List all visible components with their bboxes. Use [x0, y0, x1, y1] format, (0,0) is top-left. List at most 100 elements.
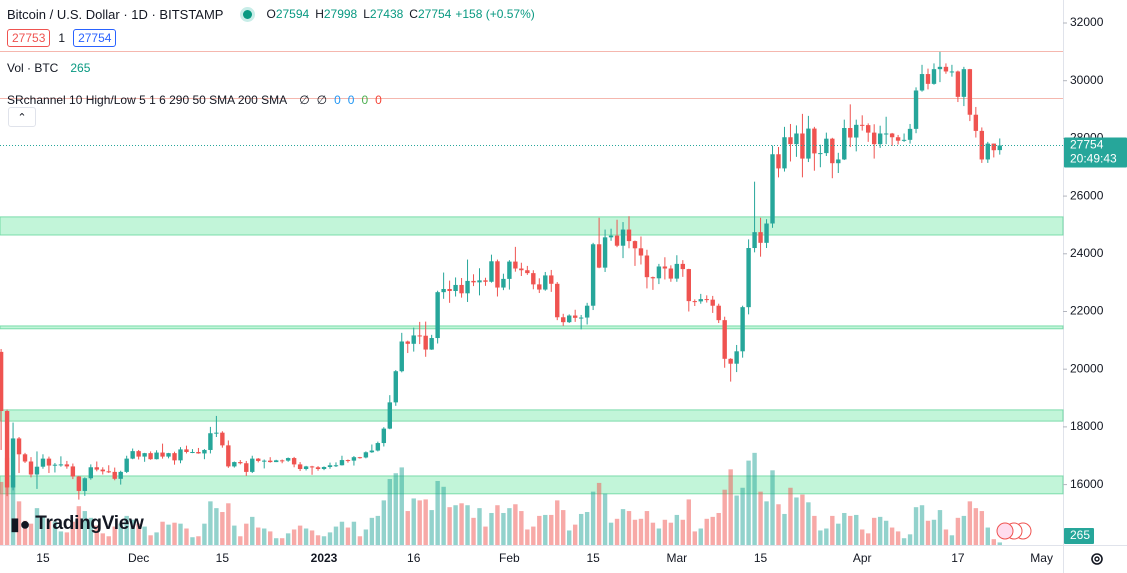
volume-bar	[46, 519, 52, 545]
indicator-value: 265	[70, 61, 91, 75]
candle-body	[130, 451, 135, 459]
candle-body	[399, 341, 404, 372]
event-icon	[996, 522, 1014, 540]
symbol-title[interactable]: Bitcoin / U.S. Dollar · 1D · BITSTAMP	[7, 6, 224, 22]
candle-body	[0, 351, 4, 412]
candle-body	[943, 66, 949, 72]
volume-bar	[273, 538, 279, 545]
volume-bar	[88, 517, 93, 545]
volume-bar	[190, 537, 195, 545]
candle-body	[351, 457, 357, 461]
candle-body	[489, 261, 494, 282]
candle-body	[525, 270, 530, 274]
volume-bar	[303, 528, 309, 545]
candle-body	[704, 299, 709, 301]
volume-bar	[567, 530, 572, 545]
candle-body	[333, 465, 339, 467]
volume-bar	[961, 515, 967, 545]
candle-body	[339, 460, 345, 466]
candle-body	[997, 145, 1002, 151]
volume-bar	[788, 487, 793, 545]
market-status[interactable]	[243, 9, 253, 19]
candle-body	[614, 235, 620, 246]
volume-bar	[214, 508, 219, 545]
volume-bar	[602, 493, 608, 545]
volume-bar	[465, 505, 470, 545]
collapse-button[interactable]: ⌃	[8, 107, 36, 127]
volume-bars	[0, 452, 1002, 545]
candle-body	[447, 288, 452, 292]
volume-bar	[136, 523, 141, 545]
volume-bar	[818, 530, 823, 545]
volume-bar	[363, 529, 369, 545]
volume-bar	[895, 531, 901, 545]
volume-bar	[333, 526, 339, 545]
y-tick-label: 16000	[1070, 477, 1104, 491]
volume-bar	[411, 498, 416, 545]
candle-body	[883, 133, 889, 135]
sr-zone	[0, 409, 1064, 422]
volume-bar	[345, 527, 351, 545]
candle-body	[465, 280, 470, 294]
indicator-value: ∅	[316, 93, 328, 107]
candle-body	[250, 458, 255, 472]
candle-body	[848, 128, 853, 138]
volume-bar	[596, 482, 602, 545]
y-tick-label: 32000	[1070, 15, 1104, 29]
settings-icon[interactable]	[1091, 553, 1103, 565]
candle-body	[734, 351, 739, 364]
volume-bar	[716, 512, 721, 545]
gear	[1091, 553, 1103, 565]
volume-bar	[232, 525, 237, 545]
volume-bar	[543, 514, 548, 545]
sr-zone	[0, 325, 1064, 330]
candle-body	[64, 464, 70, 467]
candle-body	[220, 432, 225, 446]
volume-bar	[369, 517, 375, 545]
volume-bar	[142, 526, 147, 545]
y-tick-label: 24000	[1070, 246, 1104, 260]
candle-body	[537, 284, 542, 290]
candle-body	[800, 133, 805, 159]
candle-body	[572, 315, 578, 318]
candle-body	[285, 458, 291, 461]
volume-bar	[561, 510, 566, 545]
candle-body	[895, 137, 901, 141]
logo-text: TradingView	[35, 513, 144, 534]
volume-bar	[782, 513, 787, 545]
x-tick-label: Apr	[853, 551, 872, 565]
volume-bar	[549, 514, 554, 545]
candle-body	[10, 438, 16, 488]
volume-bar	[620, 509, 626, 545]
candle-body	[178, 449, 183, 461]
price-label: 27754	[1070, 138, 1104, 152]
candle-body	[626, 229, 632, 242]
candle-body	[423, 335, 428, 350]
candle-body	[620, 229, 626, 246]
sr-zone	[0, 216, 1064, 236]
candle-body	[459, 284, 464, 294]
candle-body	[82, 478, 88, 491]
volume-bar	[321, 536, 327, 545]
candle-body	[716, 305, 721, 321]
ask-price[interactable]: 27754	[73, 29, 117, 47]
bid-price[interactable]: 27753	[7, 29, 51, 47]
candle-body	[405, 341, 410, 344]
candle-body	[28, 461, 34, 475]
volume-bar	[106, 536, 111, 545]
volume-bar	[806, 502, 811, 545]
candle-body	[303, 466, 309, 470]
candle-body	[297, 464, 303, 470]
volume-bar	[387, 479, 392, 545]
candle-body	[202, 449, 207, 454]
volume-bar	[238, 536, 243, 545]
volume-bar	[758, 491, 763, 545]
volume-bar	[997, 542, 1002, 545]
candle-body	[925, 74, 931, 84]
volume-bar	[100, 533, 105, 545]
volume-bar	[854, 514, 859, 545]
volume-bar	[608, 522, 614, 545]
x-tick-label: 16	[407, 551, 421, 565]
candle-body	[58, 464, 64, 466]
candle-body	[477, 280, 482, 283]
